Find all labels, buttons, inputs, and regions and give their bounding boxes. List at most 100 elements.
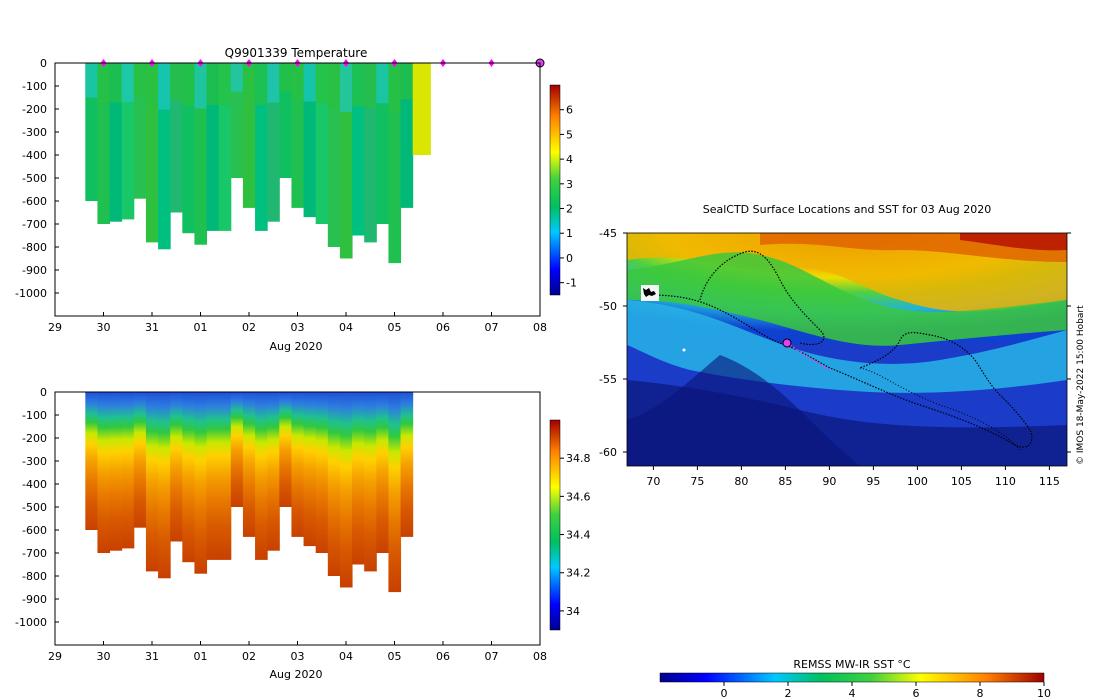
temperature-upper-band bbox=[364, 63, 377, 108]
temperature-upper-band bbox=[121, 63, 135, 103]
colorbar-tick-label: 0 bbox=[566, 252, 573, 265]
x-tick-label: 30 bbox=[97, 650, 111, 663]
y-tick-label: -600 bbox=[22, 524, 47, 537]
x-tick-label: 06 bbox=[436, 321, 450, 334]
salinity-profile-column bbox=[170, 392, 183, 542]
longitude-tick-label: 80 bbox=[734, 475, 748, 488]
temperature-title: Q9901339 Temperature bbox=[225, 46, 368, 60]
temperature-upper-band bbox=[206, 63, 220, 105]
y-tick-label: 0 bbox=[40, 57, 47, 70]
salinity-profile-column bbox=[327, 392, 341, 576]
temperature-upper-band bbox=[400, 63, 414, 100]
x-tick-label: 06 bbox=[436, 650, 450, 663]
x-tick-label: 05 bbox=[388, 650, 402, 663]
sst-colorbar-ticks: 0 2 4 6 8 10 bbox=[721, 682, 1051, 700]
temperature-warm-column bbox=[412, 63, 431, 155]
salinity-profile-column bbox=[400, 392, 414, 537]
temperature-upper-band bbox=[376, 63, 389, 104]
salinity-profile-column bbox=[255, 392, 268, 560]
temperature-upper-band bbox=[218, 63, 232, 105]
salinity-profile-column bbox=[218, 392, 232, 560]
salinity-profile-column bbox=[182, 392, 195, 563]
temperature-upper-band bbox=[109, 63, 123, 103]
map-credit: © IMOS 18-May-2022 15:00 Hobart bbox=[1076, 305, 1086, 465]
longitude-tick-label: 110 bbox=[995, 475, 1016, 488]
salinity-profile-column bbox=[242, 392, 256, 537]
salinity-x-ticks: 29 30 31 01 02 03 04 05 06 07 08 bbox=[48, 641, 547, 663]
longitude-tick-label: 115 bbox=[1039, 475, 1060, 488]
x-tick-label: 04 bbox=[339, 650, 353, 663]
latitude-tick-label: -55 bbox=[599, 373, 617, 386]
x-tick-label: 03 bbox=[291, 650, 305, 663]
x-tick-label: 01 bbox=[194, 321, 208, 334]
y-tick-label: -700 bbox=[22, 218, 47, 231]
temperature-x-ticks: 29 30 31 01 02 03 04 05 06 07 08 bbox=[48, 312, 547, 334]
salinity-x-label: Aug 2020 bbox=[270, 668, 323, 681]
longitude-tick-label: 105 bbox=[951, 475, 972, 488]
temperature-upper-band bbox=[133, 63, 147, 97]
x-tick-label: 29 bbox=[48, 650, 62, 663]
salinity-profile-column bbox=[376, 392, 389, 553]
longitude-tick-label: 90 bbox=[822, 475, 836, 488]
colorbar-tick-label: 34.6 bbox=[566, 490, 591, 503]
longitude-tick-label: 100 bbox=[907, 475, 928, 488]
longitude-tick-label: 85 bbox=[778, 475, 792, 488]
latitude-tick-label: -50 bbox=[599, 300, 617, 313]
temperature-colorbar-ticks: -1 0 1 2 3 4 5 6 bbox=[560, 104, 577, 290]
current-position-marker bbox=[782, 338, 792, 348]
salinity-colorbar bbox=[549, 419, 561, 631]
y-tick-label: -300 bbox=[22, 455, 47, 468]
sst-colorbar bbox=[659, 672, 1045, 683]
temperature-panel: Q9901339 Temperature 0 -100 -200 -300 -400 -5… bbox=[15, 46, 577, 353]
y-tick-label: -100 bbox=[22, 80, 47, 93]
map-latitude-ticks: -45 -50 -55 -60 bbox=[599, 227, 1071, 459]
salinity-profile-column bbox=[303, 392, 317, 547]
salinity-y-ticks: 0 -100 -200 -300 -400 -500 -600 -700 -800 -900 -10… bbox=[15, 386, 59, 629]
sst-colorbar-tick-label: 0 bbox=[721, 687, 728, 700]
y-tick-label: -600 bbox=[22, 195, 47, 208]
longitude-tick-label: 70 bbox=[646, 475, 660, 488]
temperature-x-label: Aug 2020 bbox=[270, 340, 323, 353]
sst-colorbar-tick-label: 10 bbox=[1037, 687, 1051, 700]
y-tick-label: -400 bbox=[22, 478, 47, 491]
x-tick-label: 01 bbox=[194, 650, 208, 663]
y-tick-label: -200 bbox=[22, 432, 47, 445]
temperature-upper-band bbox=[339, 63, 353, 112]
temperature-upper-band bbox=[97, 63, 111, 104]
y-tick-label: -800 bbox=[22, 570, 47, 583]
salinity-profile-column bbox=[206, 392, 220, 560]
sst-colorbar-tick-label: 2 bbox=[785, 687, 792, 700]
x-tick-label: 07 bbox=[485, 321, 499, 334]
sst-colorbar-tick-label: 6 bbox=[913, 687, 920, 700]
colorbar-tick-label: 6 bbox=[566, 104, 573, 117]
latitude-tick-label: -60 bbox=[599, 446, 617, 459]
latitude-tick-label: -45 bbox=[599, 227, 617, 240]
salinity-profile-column bbox=[279, 392, 292, 507]
y-tick-label: -900 bbox=[22, 593, 47, 606]
temperature-upper-band bbox=[303, 63, 317, 102]
salinity-panel: 0 -100 -200 -300 -400 -500 -600 -700 -800 -900 -10… bbox=[15, 386, 590, 681]
salinity-profile-cells bbox=[85, 392, 414, 593]
colorbar-tick-label: 34.2 bbox=[566, 567, 591, 580]
y-tick-label: -700 bbox=[22, 547, 47, 560]
x-tick-label: 08 bbox=[533, 321, 547, 334]
salinity-profile-column bbox=[230, 392, 244, 507]
y-tick-label: -1000 bbox=[15, 287, 47, 300]
salinity-profile-column bbox=[388, 392, 402, 593]
temperature-upper-band bbox=[230, 63, 244, 92]
x-tick-label: 08 bbox=[533, 650, 547, 663]
salinity-profile-column bbox=[339, 392, 353, 588]
salinity-profile-column bbox=[352, 392, 365, 565]
y-tick-label: -1000 bbox=[15, 616, 47, 629]
sst-colorbar-label: REMSS MW-IR SST °C bbox=[793, 658, 911, 671]
x-tick-label: 31 bbox=[145, 321, 159, 334]
y-tick-label: 0 bbox=[40, 386, 47, 399]
salinity-profile-column bbox=[267, 392, 280, 551]
salinity-profile-column bbox=[194, 392, 208, 574]
temperature-upper-band bbox=[170, 63, 183, 101]
temperature-upper-band bbox=[85, 63, 98, 98]
sst-colorbar-tick-label: 4 bbox=[849, 687, 856, 700]
x-tick-label: 04 bbox=[339, 321, 353, 334]
colorbar-tick-label: 34.8 bbox=[566, 452, 591, 465]
x-tick-label: 02 bbox=[242, 650, 256, 663]
